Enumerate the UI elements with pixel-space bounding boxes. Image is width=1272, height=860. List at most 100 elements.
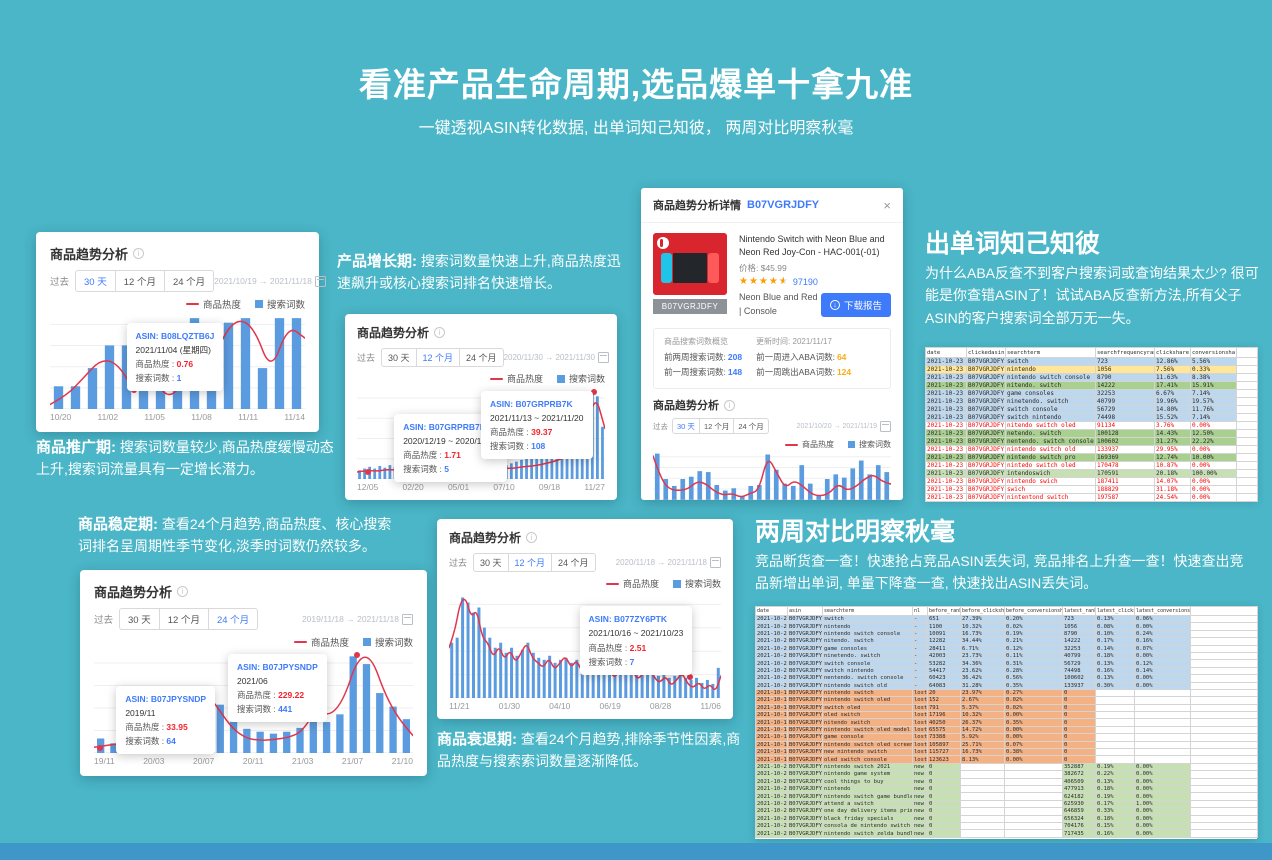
past-label: 过去	[449, 558, 468, 568]
search-terms-table: date clickedasin searchterm searchfrequency…	[925, 347, 1258, 502]
cell: 2021-10-23	[755, 651, 788, 661]
cell	[1134, 755, 1191, 764]
cell: 0	[927, 792, 961, 801]
cell: 2021-10-23	[755, 821, 788, 831]
range-tab[interactable]: 24 个月	[459, 349, 503, 366]
info-icon[interactable]: i	[724, 399, 735, 411]
cell	[1134, 718, 1191, 727]
chart-legend: 商品热度 搜索词数	[357, 372, 605, 385]
range-tab[interactable]: 12 个月	[158, 609, 208, 629]
cell: 0.16%	[1095, 666, 1135, 676]
legend-heat: 商品热度	[489, 372, 543, 385]
cell: 0.18%	[1095, 784, 1135, 794]
date-range-picker[interactable]: 2020/11/18 → 2021/11/18	[616, 557, 721, 568]
x-tick: 06/19	[599, 701, 621, 711]
range-tab[interactable]: 30 天	[84, 277, 107, 288]
cell	[1190, 696, 1258, 705]
cell: 2021-10-16	[755, 748, 788, 757]
cell: nintendo	[1005, 365, 1096, 374]
cell: B07VGRJDFY	[787, 792, 823, 801]
x-axis-labels: 10/20 11/02 11/05 11/08 11/11 11/14	[50, 409, 305, 424]
cell: 56729	[1095, 405, 1155, 414]
cell: nintendo	[822, 784, 913, 794]
range-tab[interactable]: 24 个月	[207, 609, 257, 629]
info-icon[interactable]: i	[133, 248, 145, 259]
date-range-picker[interactable]: 2020/11/30 → 2021/11/30	[504, 352, 609, 363]
cell: 2021-10-23	[925, 461, 967, 470]
cell: 2021-10-16	[755, 733, 788, 742]
column-header: clickedasin	[966, 347, 1006, 358]
cell: 29.95%	[1154, 445, 1191, 454]
cell: 2021-10-23	[925, 445, 967, 454]
modal-trend-chart: 商品趋势分析 i 过去 30 天 12 个月 24 个月 2021/10/20 → …	[641, 395, 903, 500]
chart-plot: ASIN: B07GRPRB7K 2020/12/19 ~ 2020/12/26 商…	[357, 388, 605, 483]
info-icon[interactable]: i	[177, 586, 189, 597]
table-row: 2021-10-23 B07VGRJDFY game consoles -28411 6…	[755, 644, 1258, 653]
cell: 100602	[1095, 437, 1155, 446]
range-tab[interactable]: 12 个月	[114, 271, 164, 291]
cell: 0.00%	[1134, 674, 1191, 683]
cell: 0.16%	[1095, 829, 1135, 838]
range-tab[interactable]: 30 天	[677, 421, 695, 431]
table-row: 2021-10-16 B07VGRJDFY nitendo switch lost 40…	[755, 718, 1258, 727]
cell	[1095, 718, 1135, 727]
range-tab[interactable]: 12 个月	[698, 419, 733, 434]
range-tab[interactable]: 12 个月	[507, 554, 552, 571]
review-count[interactable]: 97190	[792, 277, 818, 288]
table-row: 2021-10-23 B07VGRJDFY switch console -53282…	[755, 659, 1258, 668]
page-subtitle: 一键透视ASIN转化数据, 出单词知己知彼， 两周对比明察秋毫	[418, 120, 854, 137]
cell	[1004, 784, 1063, 794]
cell: new	[912, 770, 928, 779]
chart-title: 商品趋势分析	[94, 585, 173, 600]
range-tab[interactable]: 30 天	[388, 353, 410, 363]
x-tick: 11/05	[144, 412, 165, 422]
cell: 0.14%	[1134, 666, 1191, 676]
cell: 0.33%	[1095, 807, 1135, 816]
table-row: 2021-10-16 B07VGRJDFY nintendo switch oled…	[755, 696, 1258, 705]
range-tab[interactable]: 24 个月	[551, 554, 595, 571]
range-tab[interactable]: 30 天	[128, 615, 151, 626]
cell: 0.00%	[1134, 784, 1191, 794]
cell: 0.35%	[1004, 681, 1063, 690]
cell	[1095, 703, 1135, 713]
table-row: 2021-10-23 B07VGRJDFY nentendo. switch con…	[925, 437, 1258, 446]
range-tab[interactable]: 12 个月	[415, 349, 460, 366]
cell	[1236, 493, 1258, 502]
cell: 8790	[1095, 373, 1155, 382]
cell: 74498	[1095, 413, 1155, 422]
bar-swatch	[362, 638, 371, 646]
cell: 2021-10-23	[755, 674, 788, 683]
date-range-picker[interactable]: 2021/10/20 → 2021/11/19	[797, 420, 891, 432]
close-icon[interactable]: ×	[883, 197, 891, 213]
cell	[1095, 733, 1135, 742]
cell	[1095, 755, 1135, 764]
stage-decline-text: 商品衰退期: 查看24个月趋势,排除季节性因素,商品热度与搜索索词数量逐渐降低。	[437, 731, 741, 770]
cell: nintendo	[822, 622, 913, 631]
cell: 23.73%	[960, 651, 1005, 661]
range-tab[interactable]: 24 个月	[733, 419, 767, 434]
cell: lost	[912, 703, 928, 713]
asin-detail-modal: 商品趋势分析详情 B07VGRJDFY × B07VGRJDFY Nintend…	[641, 188, 903, 500]
range-tab[interactable]: 24 个月	[163, 271, 213, 291]
chart-legend: 商品热度 搜索词数	[653, 439, 891, 450]
range-tab[interactable]: 30 天	[480, 558, 502, 568]
cell: swich	[1005, 485, 1096, 494]
cell: 6.71%	[960, 644, 1005, 653]
info-icon[interactable]: i	[526, 532, 538, 543]
date-range-picker[interactable]: 2021/10/19 → 2021/11/18	[214, 275, 326, 287]
cell: 0	[927, 821, 961, 831]
cell	[1236, 389, 1258, 398]
cell: lost	[912, 740, 928, 750]
cell: 15.52%	[1154, 413, 1191, 422]
date-range-picker[interactable]: 2019/11/18 → 2021/11/18	[301, 613, 413, 625]
cell: oled switch console	[822, 755, 913, 764]
cell: 8790	[1062, 629, 1096, 639]
date-range-text: 2019/11/18 → 2021/11/18	[301, 614, 399, 624]
info-icon[interactable]: i	[434, 327, 446, 338]
chart-tooltip: ASIN: B08LQZTB6J 2021/11/04 (星期四) 商品热度 : 0…	[126, 322, 224, 391]
download-report-button[interactable]: ↓ 下载报告	[820, 292, 891, 317]
cell: 0	[1062, 688, 1096, 698]
legend-heat: 商品热度	[605, 577, 659, 590]
table-row: 2021-10-23 B07VGRJDFY swich 188829 31.18% 0.0…	[925, 485, 1258, 494]
cell: B07VGRJDFY	[787, 755, 823, 764]
